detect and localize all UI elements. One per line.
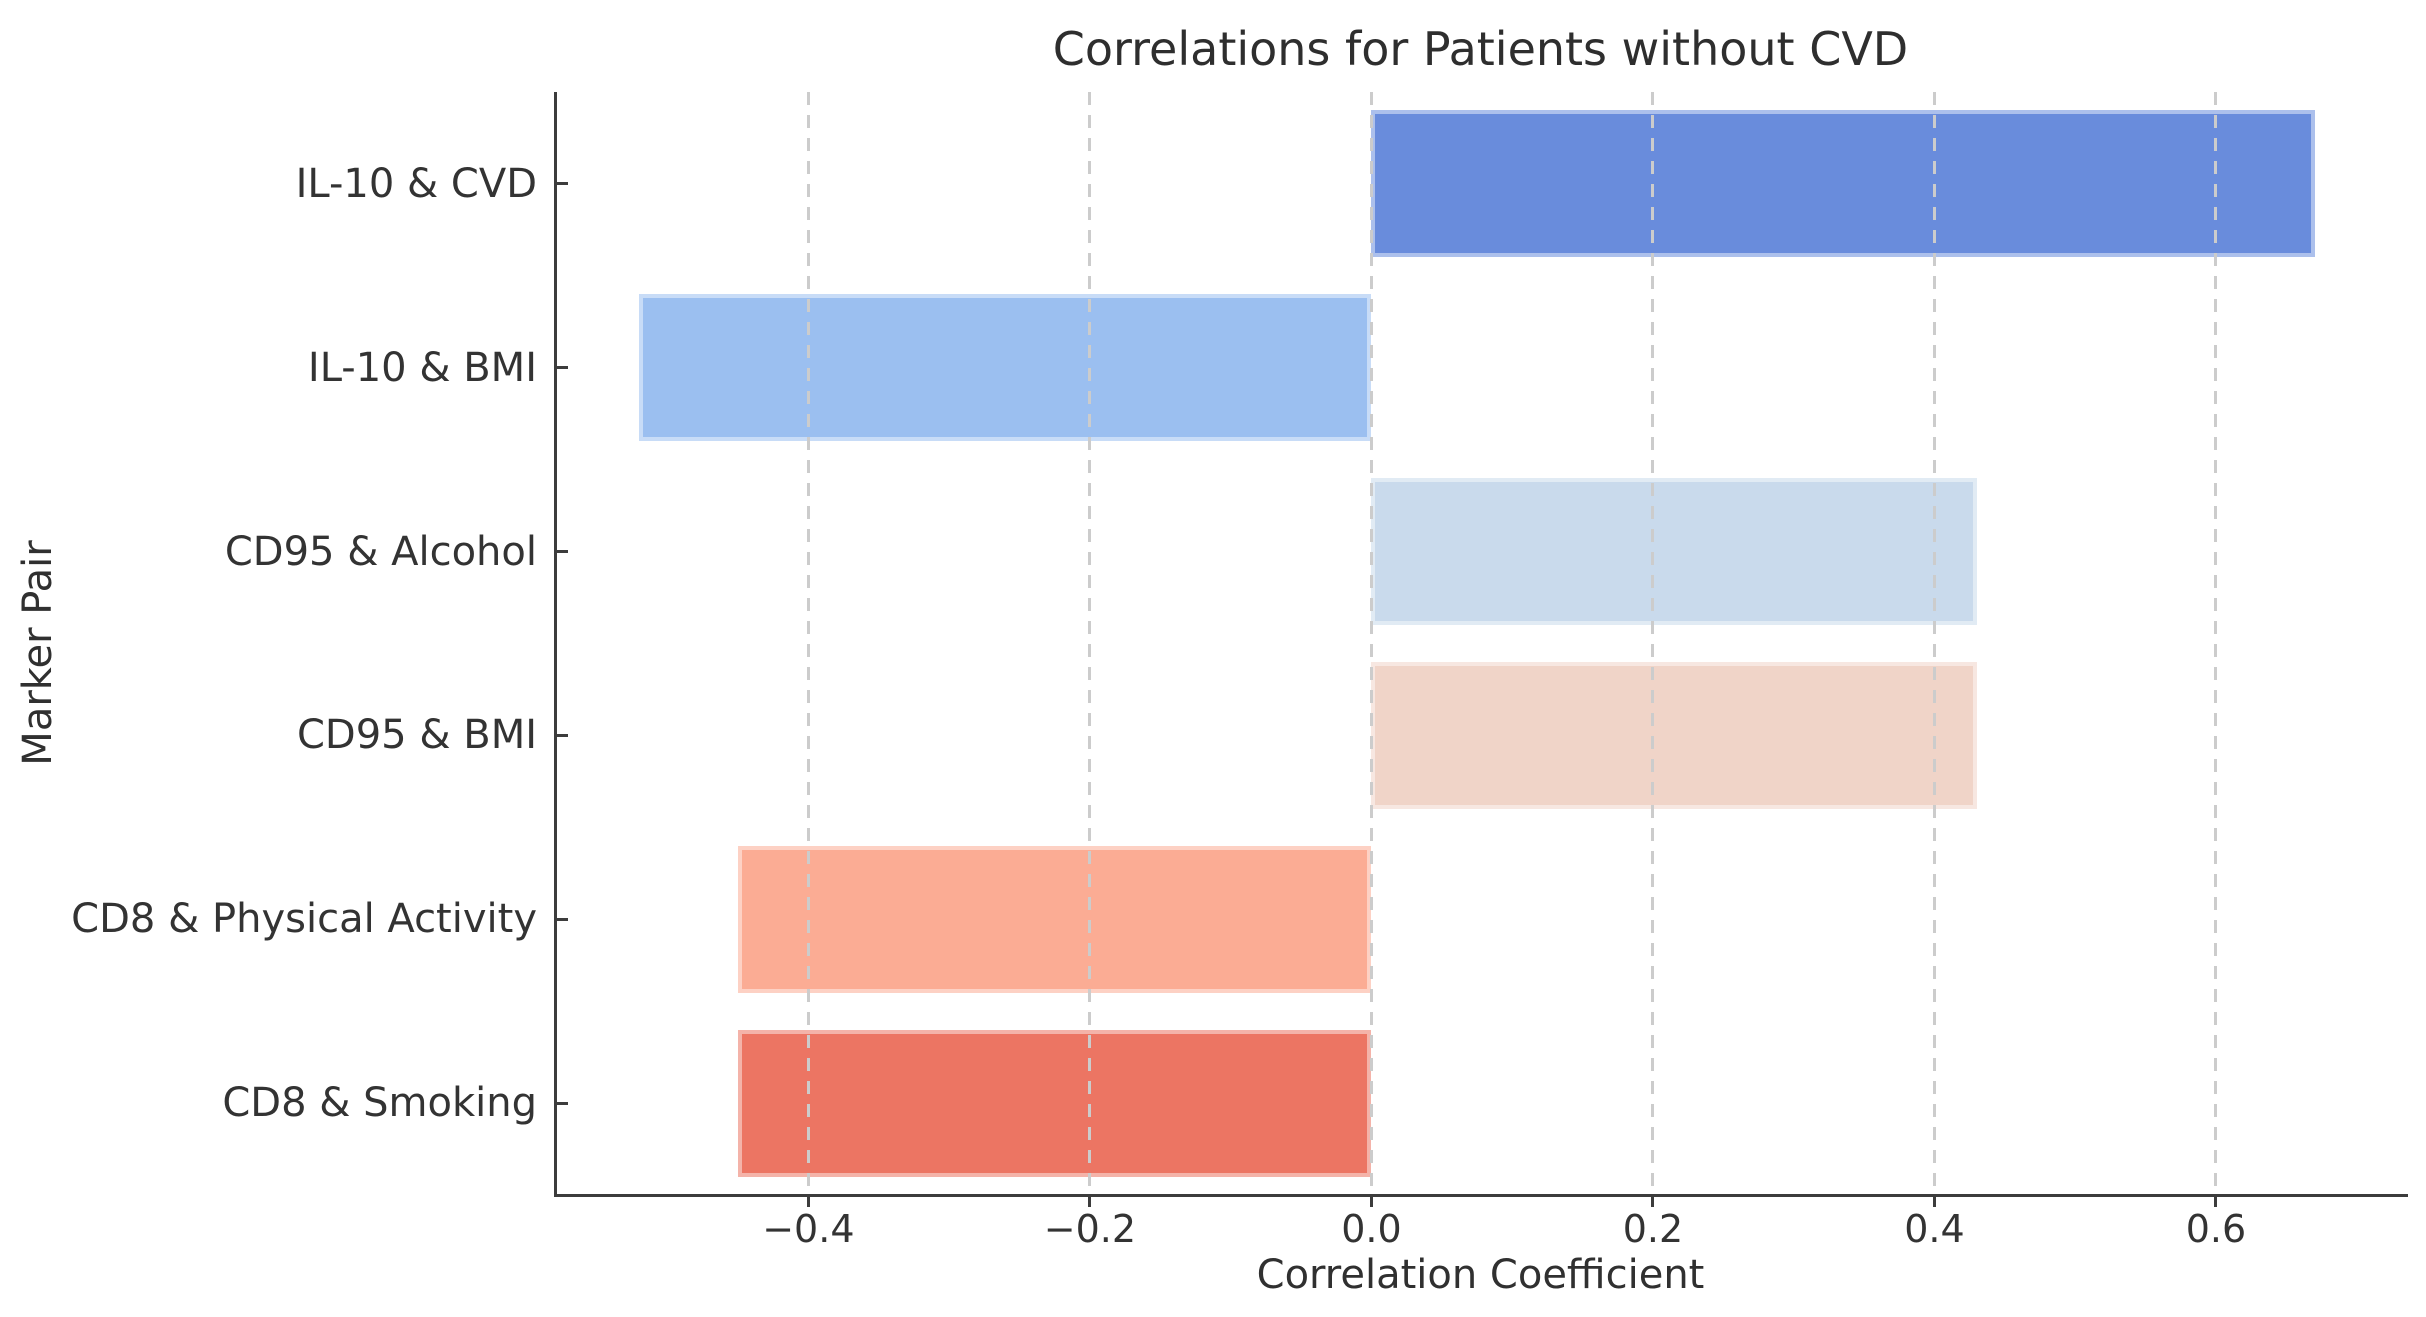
x-tick-label: 0.6 — [2185, 1207, 2247, 1251]
y-tick-label: CD8 & Smoking — [222, 1080, 537, 1127]
x-tick — [806, 1195, 810, 1207]
chart-title: Correlations for Patients without CVD — [1052, 22, 1909, 76]
y-tick — [555, 182, 568, 186]
bar-IL-10 & CVD — [1371, 110, 2315, 258]
gridline — [806, 92, 810, 1195]
x-tick-label: −0.2 — [1043, 1207, 1137, 1251]
gridline — [1088, 92, 1092, 1195]
bar-CD95 & BMI — [1371, 661, 1977, 809]
x-tick — [1651, 1195, 1655, 1207]
y-tick — [555, 1101, 568, 1105]
y-tick — [555, 550, 568, 554]
y-tick — [555, 733, 568, 737]
y-tick-label: CD95 & BMI — [297, 712, 537, 759]
x-tick — [1932, 1195, 1936, 1207]
y-axis-label: Marker Pair — [15, 539, 61, 766]
bar-CD8 & Physical Activity — [737, 845, 1372, 993]
x-axis-label: Correlation Coefficient — [1256, 1252, 1705, 1298]
y-tick-label: CD95 & Alcohol — [224, 528, 537, 575]
x-tick — [1369, 1195, 1373, 1207]
gridline — [1651, 92, 1655, 1195]
y-axis-spine — [553, 92, 557, 1197]
x-tick — [1088, 1195, 1092, 1207]
y-tick — [555, 366, 568, 370]
x-axis-spine — [553, 1193, 2408, 1197]
bar-CD8 & Smoking — [737, 1029, 1372, 1177]
bar-IL-10 & BMI — [639, 294, 1372, 442]
x-tick-label: 0.2 — [1622, 1207, 1684, 1251]
x-tick-label: 0.0 — [1341, 1207, 1402, 1251]
y-tick-label: IL-10 & BMI — [307, 344, 537, 391]
gridline — [1369, 92, 1373, 1195]
x-tick-label: 0.4 — [1904, 1207, 1965, 1251]
y-tick — [555, 917, 568, 921]
y-tick-label: CD8 & Physical Activity — [71, 896, 537, 943]
gridline — [2214, 92, 2218, 1195]
y-tick-label: IL-10 & CVD — [295, 160, 537, 207]
x-tick-label: −0.4 — [762, 1207, 855, 1251]
bar-CD95 & Alcohol — [1371, 478, 1977, 626]
x-tick — [2214, 1195, 2218, 1207]
gridline — [1932, 92, 1936, 1195]
